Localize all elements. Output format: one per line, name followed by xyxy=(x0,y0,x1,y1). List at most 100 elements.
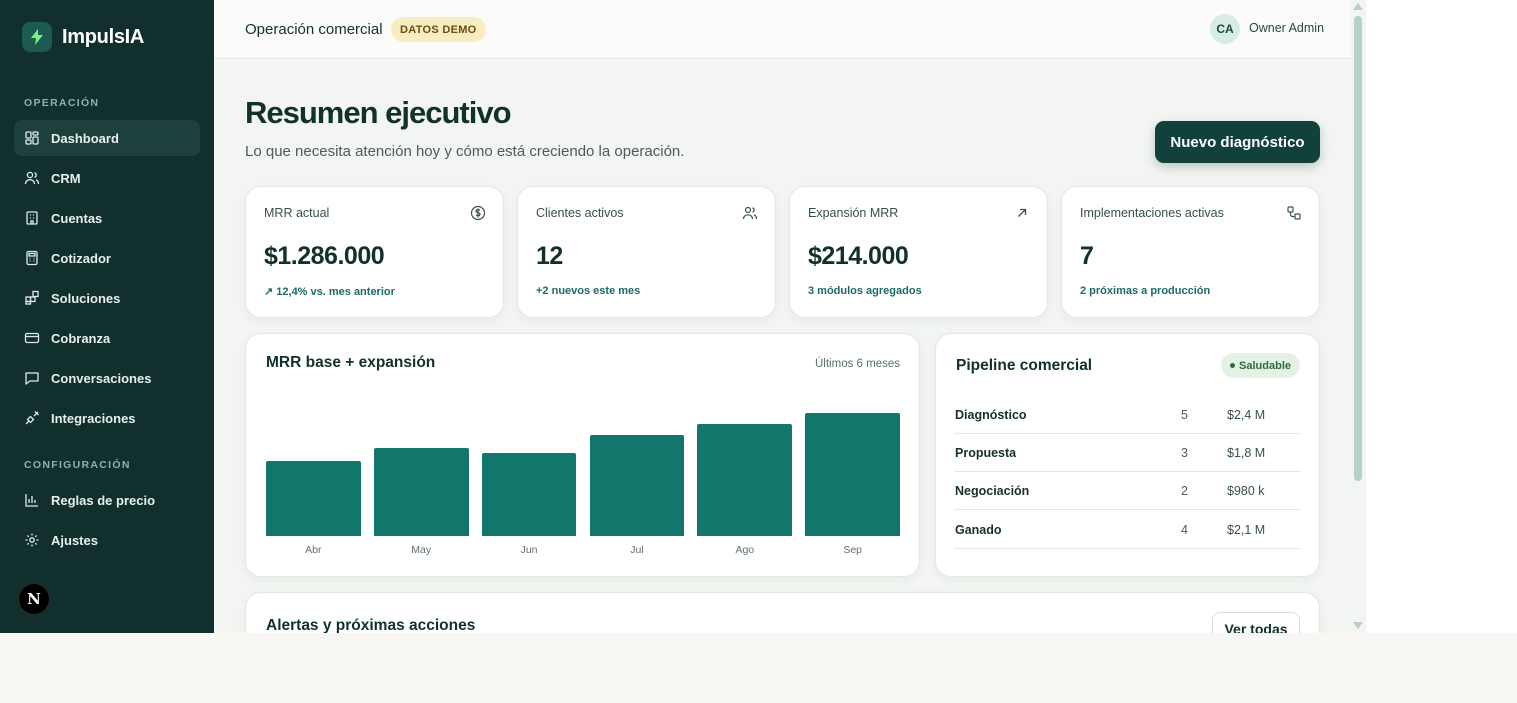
sidebar-item-reglas-de-precio[interactable]: Reglas de precio xyxy=(14,482,200,518)
arrow-up-right-icon xyxy=(1018,208,1027,217)
sidebar-item-crm[interactable]: CRM xyxy=(14,160,200,196)
blank-area xyxy=(1366,0,1517,633)
pipeline-stage: Negociación xyxy=(955,484,1030,498)
next-badge[interactable]: N xyxy=(18,583,50,615)
pipeline-title: Pipeline comercial xyxy=(956,357,1093,374)
topbar-title: Operación comercial xyxy=(245,21,383,38)
sidebar-item-cotizador[interactable]: Cotizador xyxy=(14,240,200,276)
chart-period: Últimos 6 meses xyxy=(815,358,900,370)
pipeline-row[interactable]: Propuesta 3 $1,8 M xyxy=(954,434,1301,472)
credit-card-icon xyxy=(24,332,40,344)
plug-icon xyxy=(25,411,39,425)
chart-title: MRR base + expansión xyxy=(266,354,436,371)
pipeline-amount: $1,8 M xyxy=(1227,446,1266,460)
scrollbar-thumb[interactable] xyxy=(1354,16,1362,481)
sidebar-item-label: Cotizador xyxy=(51,250,111,266)
kpi-value: $1.286.000 xyxy=(264,242,385,270)
users-icon xyxy=(742,206,758,220)
chart-bar xyxy=(589,435,685,536)
kpi-note: 2 próximas a producción xyxy=(1080,285,1211,297)
chart-bar xyxy=(697,424,793,536)
sidebar-section-operacion: OPERACIÓN xyxy=(24,97,100,109)
chart-x-tick-label: Ago xyxy=(735,544,755,556)
pipeline-row[interactable]: Negociación 2 $980 k xyxy=(954,472,1301,510)
sidebar-item-conversaciones[interactable]: Conversaciones xyxy=(14,360,200,396)
new-diagnosis-button[interactable]: Nuevo diagnóstico xyxy=(1155,121,1320,163)
pipeline-count: 5 xyxy=(1181,408,1188,422)
sidebar-item-label: CRM xyxy=(51,170,81,186)
kpi-note: 3 módulos agregados xyxy=(808,285,922,297)
sidebar-item-label: Ajustes xyxy=(51,532,98,548)
sidebar-item-cobranza[interactable]: Cobranza xyxy=(14,320,200,356)
alerts-title: Alertas y próximas acciones xyxy=(266,617,476,633)
calculator-icon xyxy=(26,250,38,266)
pipeline-row[interactable]: Ganado 4 $2,1 M xyxy=(954,511,1301,549)
demo-data-badge: DATOS DEMO xyxy=(391,17,486,42)
mrr-chart-card: MRR base + expansión Últimos 6 meses Abr… xyxy=(245,333,920,577)
status-dot-icon xyxy=(1230,363,1236,368)
pipeline-amount: $2,4 M xyxy=(1227,408,1266,422)
sidebar-item-soluciones[interactable]: Soluciones xyxy=(14,280,200,316)
kpi-label: Expansión MRR xyxy=(808,206,899,220)
alerts-card: Alertas y próximas acciones Ver todas xyxy=(245,592,1320,633)
scrollbar[interactable] xyxy=(1351,0,1366,633)
avatar[interactable]: CA xyxy=(1210,14,1240,44)
sidebar-item-label: Soluciones xyxy=(51,290,121,306)
pipeline-count: 2 xyxy=(1181,484,1188,498)
pipeline-count: 4 xyxy=(1181,523,1188,537)
chart-x-tick-label: May xyxy=(411,544,432,556)
brand[interactable]: ImpulsIA xyxy=(22,22,144,52)
page-subtitle: Lo que necesita atención hoy y cómo está… xyxy=(245,143,685,160)
sidebar-item-ajustes[interactable]: Ajustes xyxy=(14,522,200,558)
kpi-value: 7 xyxy=(1080,242,1094,270)
bar-chart-icon xyxy=(25,494,38,507)
chart-x-tick-label: Jul xyxy=(630,544,644,556)
kpi-card-clientes: Clientes activos 12 +2 nuevos este mes xyxy=(517,186,776,318)
kpi-card-expansion: Expansión MRR $214.000 3 módulos agregad… xyxy=(789,186,1048,318)
chart-bar xyxy=(373,448,469,536)
view-all-button[interactable]: Ver todas xyxy=(1212,612,1300,633)
sidebar-item-label: Conversaciones xyxy=(51,370,152,386)
kpi-value: 12 xyxy=(536,242,563,270)
page-title: Resumen ejecutivo xyxy=(245,95,512,130)
sidebar-item-label: Cobranza xyxy=(51,330,111,346)
sidebar-item-label: Cuentas xyxy=(51,210,103,226)
main-content: Resumen ejecutivo Lo que necesita atenci… xyxy=(214,59,1351,633)
pipeline-count: 3 xyxy=(1181,446,1188,460)
pipeline-amount: $980 k xyxy=(1227,484,1265,498)
pipeline-stage: Diagnóstico xyxy=(955,408,1027,422)
chart-bar xyxy=(805,413,900,536)
chart-x-tick-label: Sep xyxy=(843,544,862,556)
kpi-label: Implementaciones activas xyxy=(1080,206,1224,220)
sidebar-item-cuentas[interactable]: Cuentas xyxy=(14,200,200,236)
chart-bar xyxy=(481,453,577,536)
pipeline-stage: Propuesta xyxy=(955,446,1017,460)
bar-chart xyxy=(266,410,900,536)
chart-x-tick-label: Abr xyxy=(305,544,322,556)
dollar-circle-icon xyxy=(470,205,486,221)
scroll-down-icon[interactable] xyxy=(1353,622,1363,629)
topbar: Operación comercial DATOS DEMO CA Owner … xyxy=(214,0,1351,59)
gear-icon xyxy=(25,533,39,547)
pipeline-card: Pipeline comercial Saludable Diagnóstico… xyxy=(935,333,1320,577)
users-icon xyxy=(24,171,40,185)
status-badge-label: Saludable xyxy=(1239,359,1291,372)
user-name[interactable]: Owner Admin xyxy=(1249,21,1325,35)
scroll-up-icon[interactable] xyxy=(1353,3,1363,10)
kpi-card-mrr: MRR actual $1.286.000 ↗ 12,4% vs. mes an… xyxy=(245,186,504,318)
building-icon xyxy=(26,211,38,225)
chart-x-tick-label: Jun xyxy=(520,544,538,556)
kpi-label: MRR actual xyxy=(264,206,330,220)
pipeline-row[interactable]: Diagnóstico 5 $2,4 M xyxy=(954,396,1301,434)
sidebar-section-configuracion: CONFIGURACIÓN xyxy=(24,459,131,471)
sidebar-item-integraciones[interactable]: Integraciones xyxy=(14,400,200,436)
sidebar-item-label: Reglas de precio xyxy=(51,492,156,508)
kpi-note: +2 nuevos este mes xyxy=(536,285,641,297)
kpi-card-implementaciones: Implementaciones activas 7 2 próximas a … xyxy=(1061,186,1320,318)
kpi-label: Clientes activos xyxy=(536,206,624,220)
workflow-icon xyxy=(1287,206,1301,220)
sidebar-item-dashboard[interactable]: Dashboard xyxy=(14,120,200,156)
kpi-note: ↗ 12,4% vs. mes anterior xyxy=(264,286,395,298)
grid-plus-icon xyxy=(25,290,39,305)
status-badge: Saludable xyxy=(1221,353,1300,378)
